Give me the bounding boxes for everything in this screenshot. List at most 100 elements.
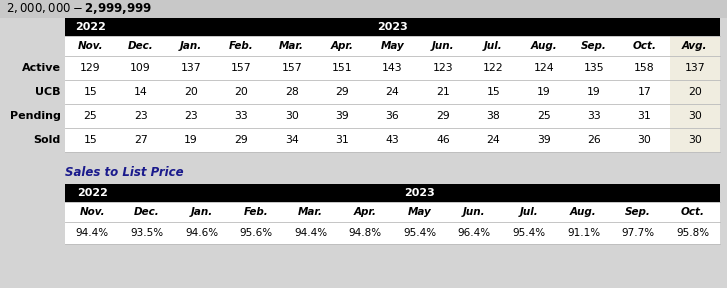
- Text: UCB: UCB: [36, 87, 61, 97]
- Text: 91.1%: 91.1%: [567, 228, 600, 238]
- Text: Avg.: Avg.: [682, 41, 707, 51]
- Text: 95.4%: 95.4%: [513, 228, 545, 238]
- Text: 20: 20: [688, 87, 702, 97]
- Text: 14: 14: [134, 87, 148, 97]
- Text: Pending: Pending: [10, 111, 61, 121]
- Text: Nov.: Nov.: [79, 207, 105, 217]
- Text: 137: 137: [685, 63, 705, 73]
- Text: Sold: Sold: [33, 135, 61, 145]
- Text: 39: 39: [335, 111, 349, 121]
- Text: $2,000,000 - $2,999,999: $2,000,000 - $2,999,999: [6, 1, 152, 16]
- Text: 46: 46: [436, 135, 450, 145]
- Text: 27: 27: [134, 135, 148, 145]
- Text: 143: 143: [382, 63, 403, 73]
- Text: 2022: 2022: [75, 22, 105, 32]
- Text: 151: 151: [332, 63, 353, 73]
- Bar: [670, 104, 720, 128]
- Text: 29: 29: [235, 135, 248, 145]
- Text: 93.5%: 93.5%: [130, 228, 164, 238]
- Text: 2023: 2023: [404, 188, 435, 198]
- Text: 129: 129: [80, 63, 100, 73]
- Text: 33: 33: [235, 111, 248, 121]
- Bar: [670, 36, 720, 56]
- Text: Feb.: Feb.: [229, 41, 254, 51]
- Text: 30: 30: [285, 111, 299, 121]
- Text: 24: 24: [385, 87, 399, 97]
- Text: 122: 122: [483, 63, 504, 73]
- Text: 137: 137: [180, 63, 201, 73]
- Text: Mar.: Mar.: [279, 41, 304, 51]
- Text: 21: 21: [436, 87, 450, 97]
- Text: 29: 29: [335, 87, 349, 97]
- Text: 95.6%: 95.6%: [239, 228, 273, 238]
- Text: 25: 25: [537, 111, 550, 121]
- Text: 2022: 2022: [77, 188, 108, 198]
- Text: 15: 15: [84, 135, 97, 145]
- Text: 30: 30: [688, 111, 702, 121]
- Text: 30: 30: [688, 135, 702, 145]
- Text: Dec.: Dec.: [134, 207, 160, 217]
- Text: Active: Active: [22, 63, 61, 73]
- Bar: [670, 56, 720, 80]
- Text: 123: 123: [433, 63, 453, 73]
- Text: 20: 20: [184, 87, 198, 97]
- Text: 43: 43: [385, 135, 399, 145]
- Text: 19: 19: [184, 135, 198, 145]
- Text: 95.8%: 95.8%: [676, 228, 710, 238]
- Text: 38: 38: [486, 111, 500, 121]
- Text: 33: 33: [587, 111, 601, 121]
- Text: 15: 15: [84, 87, 97, 97]
- Text: 95.4%: 95.4%: [403, 228, 436, 238]
- Text: 20: 20: [234, 87, 249, 97]
- Text: Mar.: Mar.: [298, 207, 323, 217]
- Text: 34: 34: [285, 135, 299, 145]
- Text: 36: 36: [385, 111, 399, 121]
- Bar: [65, 128, 720, 152]
- Text: 24: 24: [486, 135, 500, 145]
- Text: 39: 39: [537, 135, 550, 145]
- Text: Apr.: Apr.: [354, 207, 377, 217]
- Text: Jul.: Jul.: [520, 207, 538, 217]
- Text: Jun.: Jun.: [432, 41, 454, 51]
- Text: 157: 157: [231, 63, 252, 73]
- Text: Dec.: Dec.: [128, 41, 153, 51]
- Text: 19: 19: [537, 87, 550, 97]
- Text: 124: 124: [534, 63, 554, 73]
- Text: Apr.: Apr.: [331, 41, 353, 51]
- Text: Sales to List Price: Sales to List Price: [65, 166, 184, 179]
- Bar: [65, 56, 720, 80]
- Bar: [65, 222, 720, 244]
- Bar: [670, 80, 720, 104]
- Text: 94.8%: 94.8%: [349, 228, 382, 238]
- Text: 157: 157: [281, 63, 302, 73]
- Text: 15: 15: [486, 87, 500, 97]
- Text: Jul.: Jul.: [484, 41, 502, 51]
- Text: 25: 25: [84, 111, 97, 121]
- Bar: [65, 18, 720, 36]
- Text: 109: 109: [130, 63, 151, 73]
- Text: Feb.: Feb.: [244, 207, 268, 217]
- Text: Oct.: Oct.: [632, 41, 656, 51]
- Text: 28: 28: [285, 87, 299, 97]
- Bar: [0, 0, 727, 18]
- Text: 17: 17: [638, 87, 651, 97]
- Text: Nov.: Nov.: [77, 41, 103, 51]
- Text: Jan.: Jan.: [180, 41, 202, 51]
- Text: Sep.: Sep.: [625, 207, 651, 217]
- Text: 135: 135: [584, 63, 604, 73]
- Text: 97.7%: 97.7%: [622, 228, 655, 238]
- Bar: [65, 202, 720, 222]
- Bar: [65, 36, 720, 56]
- Bar: [670, 128, 720, 152]
- Text: 94.6%: 94.6%: [185, 228, 218, 238]
- Bar: [65, 184, 720, 202]
- Text: 19: 19: [587, 87, 601, 97]
- Text: Oct.: Oct.: [680, 207, 704, 217]
- Text: Jun.: Jun.: [463, 207, 486, 217]
- Text: 96.4%: 96.4%: [458, 228, 491, 238]
- Text: 26: 26: [587, 135, 601, 145]
- Text: 2023: 2023: [377, 22, 408, 32]
- Text: 94.4%: 94.4%: [76, 228, 109, 238]
- Bar: [65, 104, 720, 128]
- Text: 29: 29: [436, 111, 450, 121]
